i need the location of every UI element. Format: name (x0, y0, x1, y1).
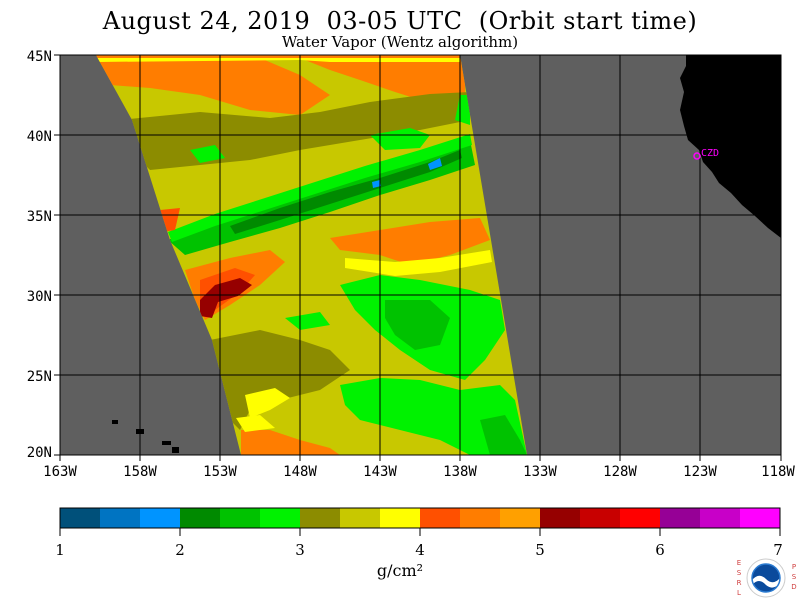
svg-text:S: S (737, 569, 742, 577)
colorbar-swatch-2 (140, 508, 181, 528)
island-kauai (112, 420, 118, 424)
colorbar-tick-6: 6 (655, 541, 665, 559)
colorbar-tick-3: 3 (295, 541, 305, 559)
lat-label-30n: 30N (27, 289, 52, 305)
colorbar-swatch-9 (420, 508, 461, 528)
colorbar-swatch-5 (260, 508, 301, 528)
colorbar-swatch-11 (500, 508, 541, 528)
lat-label-35n: 35N (27, 209, 52, 225)
colorbar-swatch-4 (220, 508, 261, 528)
colorbar-swatch-0 (60, 508, 101, 528)
north-america-landmass (680, 55, 781, 238)
lon-label-133w: 133W (523, 464, 557, 480)
colorbar (60, 508, 781, 528)
colorbar-swatch-17 (740, 508, 781, 528)
colorbar-tick-2: 2 (175, 541, 185, 559)
colorbar-tick-7: 7 (773, 541, 783, 559)
lon-label-143w: 143W (363, 464, 397, 480)
station-label: CZD (701, 148, 719, 159)
colorbar-swatch-7 (340, 508, 381, 528)
svg-text:E: E (737, 559, 741, 567)
colorbar-swatch-1 (100, 508, 141, 528)
colorbar-swatch-3 (180, 508, 221, 528)
svg-text:S: S (792, 573, 797, 581)
colorbar-swatch-14 (620, 508, 661, 528)
lon-label-148w: 148W (283, 464, 317, 480)
lat-label-25n: 25N (27, 369, 52, 385)
map-subtitle: Water Vapor (Wentz algorithm) (281, 33, 519, 51)
noaa-esrl-psd-logo: E S R L P S D (737, 558, 797, 598)
lon-label-163w: 163W (43, 464, 77, 480)
lon-label-123w: 123W (683, 464, 717, 480)
svg-text:R: R (737, 579, 742, 587)
lon-label-138w: 138W (443, 464, 477, 480)
colorbar-tick-4: 4 (415, 541, 425, 559)
island-maui (172, 447, 179, 453)
lat-label-20n: 20N (27, 445, 52, 461)
colorbar-tick-5: 5 (535, 541, 545, 559)
svg-text:D: D (791, 583, 796, 591)
colorbar-swatch-8 (380, 508, 421, 528)
grid-lines (59, 54, 782, 456)
station-marker-icon (693, 152, 701, 160)
svg-text:P: P (792, 563, 796, 571)
map-title: August 24, 2019 03-05 UTC (Orbit start t… (102, 7, 698, 35)
island-molokai (162, 441, 171, 445)
colorbar-swatch-10 (460, 508, 501, 528)
lat-label-45n: 45N (27, 49, 52, 65)
lat-label-40n: 40N (27, 129, 52, 145)
lon-label-158w: 158W (123, 464, 157, 480)
colorbar-swatch-15 (660, 508, 701, 528)
colorbar-units: g/cm² (376, 561, 424, 580)
colorbar-tick-1: 1 (55, 541, 65, 559)
colorbar-swatch-13 (580, 508, 621, 528)
lon-label-118w: 118W (761, 464, 795, 480)
satellite-swath (96, 55, 527, 455)
svg-text:L: L (737, 589, 741, 597)
colorbar-swatch-12 (540, 508, 581, 528)
colorbar-swatch-16 (700, 508, 741, 528)
colorbar-swatch-6 (300, 508, 341, 528)
lon-label-153w: 153W (203, 464, 237, 480)
lon-label-128w: 128W (603, 464, 637, 480)
